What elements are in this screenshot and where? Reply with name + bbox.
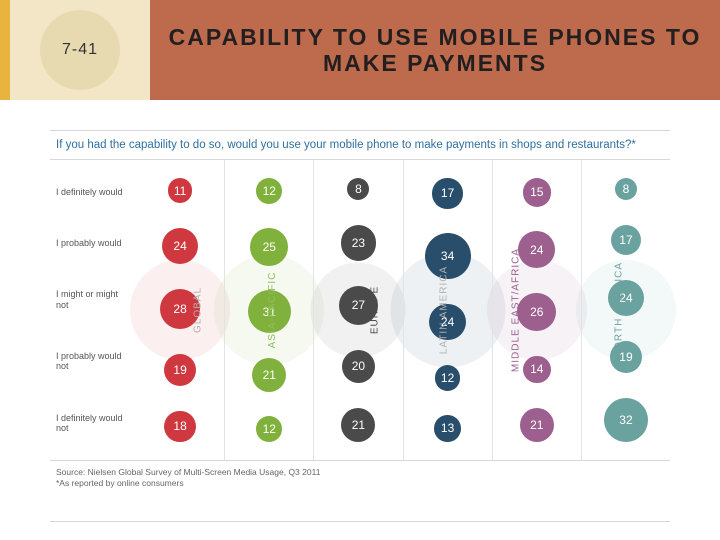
bubble-value: 25 [250, 228, 288, 266]
region-column: 817241932NORTH AMERICA [581, 160, 670, 460]
slide-number-panel: 7-41 [10, 0, 150, 100]
region-label: LATIN AMERICA [439, 266, 450, 354]
row-label: I definitely would not [56, 413, 132, 434]
survey-question: If you had the capability to do so, woul… [50, 131, 670, 160]
bubble-value: 21 [252, 358, 286, 392]
region-column: 1734241213LATIN AMERICA [403, 160, 492, 460]
source-line-2: *As reported by online consumers [56, 478, 664, 489]
bubble-value: 24 [162, 228, 199, 265]
region-column: 15 24 26 14 21 MIDDLE EAST/AFRICA [492, 160, 581, 460]
accent-bar [0, 0, 10, 100]
title-bar: CAPABILITY TO USE MOBILE PHONES TO MAKE … [150, 0, 720, 100]
source-line-1: Source: Nielsen Global Survey of Multi-S… [56, 467, 664, 478]
bubble-grid: I definitely would I probably would I migh… [50, 160, 670, 460]
bubble-value: 17 [611, 225, 641, 255]
bubble-value: 12 [256, 416, 282, 442]
bubble-value: 24 [518, 231, 555, 268]
bubble-value: 14 [523, 356, 551, 384]
row-label: I definitely would [56, 187, 132, 197]
bubble-value: 23 [341, 225, 377, 261]
region-column: 823272021EUROPE [313, 160, 402, 460]
page-title: CAPABILITY TO USE MOBILE PHONES TO MAKE … [150, 24, 720, 77]
region-label: GLOBAL [193, 287, 204, 333]
bubble-value: 13 [434, 415, 461, 442]
bubble-value: 20 [342, 350, 375, 383]
region-column: 1124281918GLOBAL [136, 160, 224, 460]
slide-number-circle: 7-41 [40, 10, 120, 90]
bubble-value: 8 [615, 178, 637, 200]
bubble-value: 21 [520, 408, 554, 442]
bubble-value: 11 [168, 178, 193, 203]
region-label: NORTH AMERICA [613, 262, 624, 358]
row-labels: I definitely would I probably would I migh… [50, 160, 136, 460]
bubble-value: 18 [164, 411, 195, 442]
source-block: Source: Nielsen Global Survey of Multi-S… [50, 460, 670, 490]
bubble-value: 21 [341, 408, 375, 442]
bubble-value: 12 [256, 178, 282, 204]
bubble-value: 15 [523, 178, 551, 206]
region-label: EUROPE [370, 286, 381, 334]
region-label: ASIA-PACIFIC [266, 272, 277, 349]
bubble-value: 26 [517, 293, 556, 332]
row-label: I might or might not [56, 289, 132, 310]
row-label: I probably would not [56, 351, 132, 372]
bubble-value: 8 [347, 178, 369, 200]
region-column: 1225312112ASIA-PACIFIC [224, 160, 313, 460]
bubble-value: 17 [432, 178, 462, 208]
chart-area: If you had the capability to do so, woul… [50, 130, 670, 522]
bubble-value: 19 [164, 354, 196, 386]
bubble-value: 32 [604, 398, 648, 442]
bubble-value: 12 [435, 365, 461, 391]
row-label: I probably would [56, 238, 132, 248]
slide-number: 7-41 [62, 41, 98, 59]
region-label: MIDDLE EAST/AFRICA [510, 248, 521, 372]
